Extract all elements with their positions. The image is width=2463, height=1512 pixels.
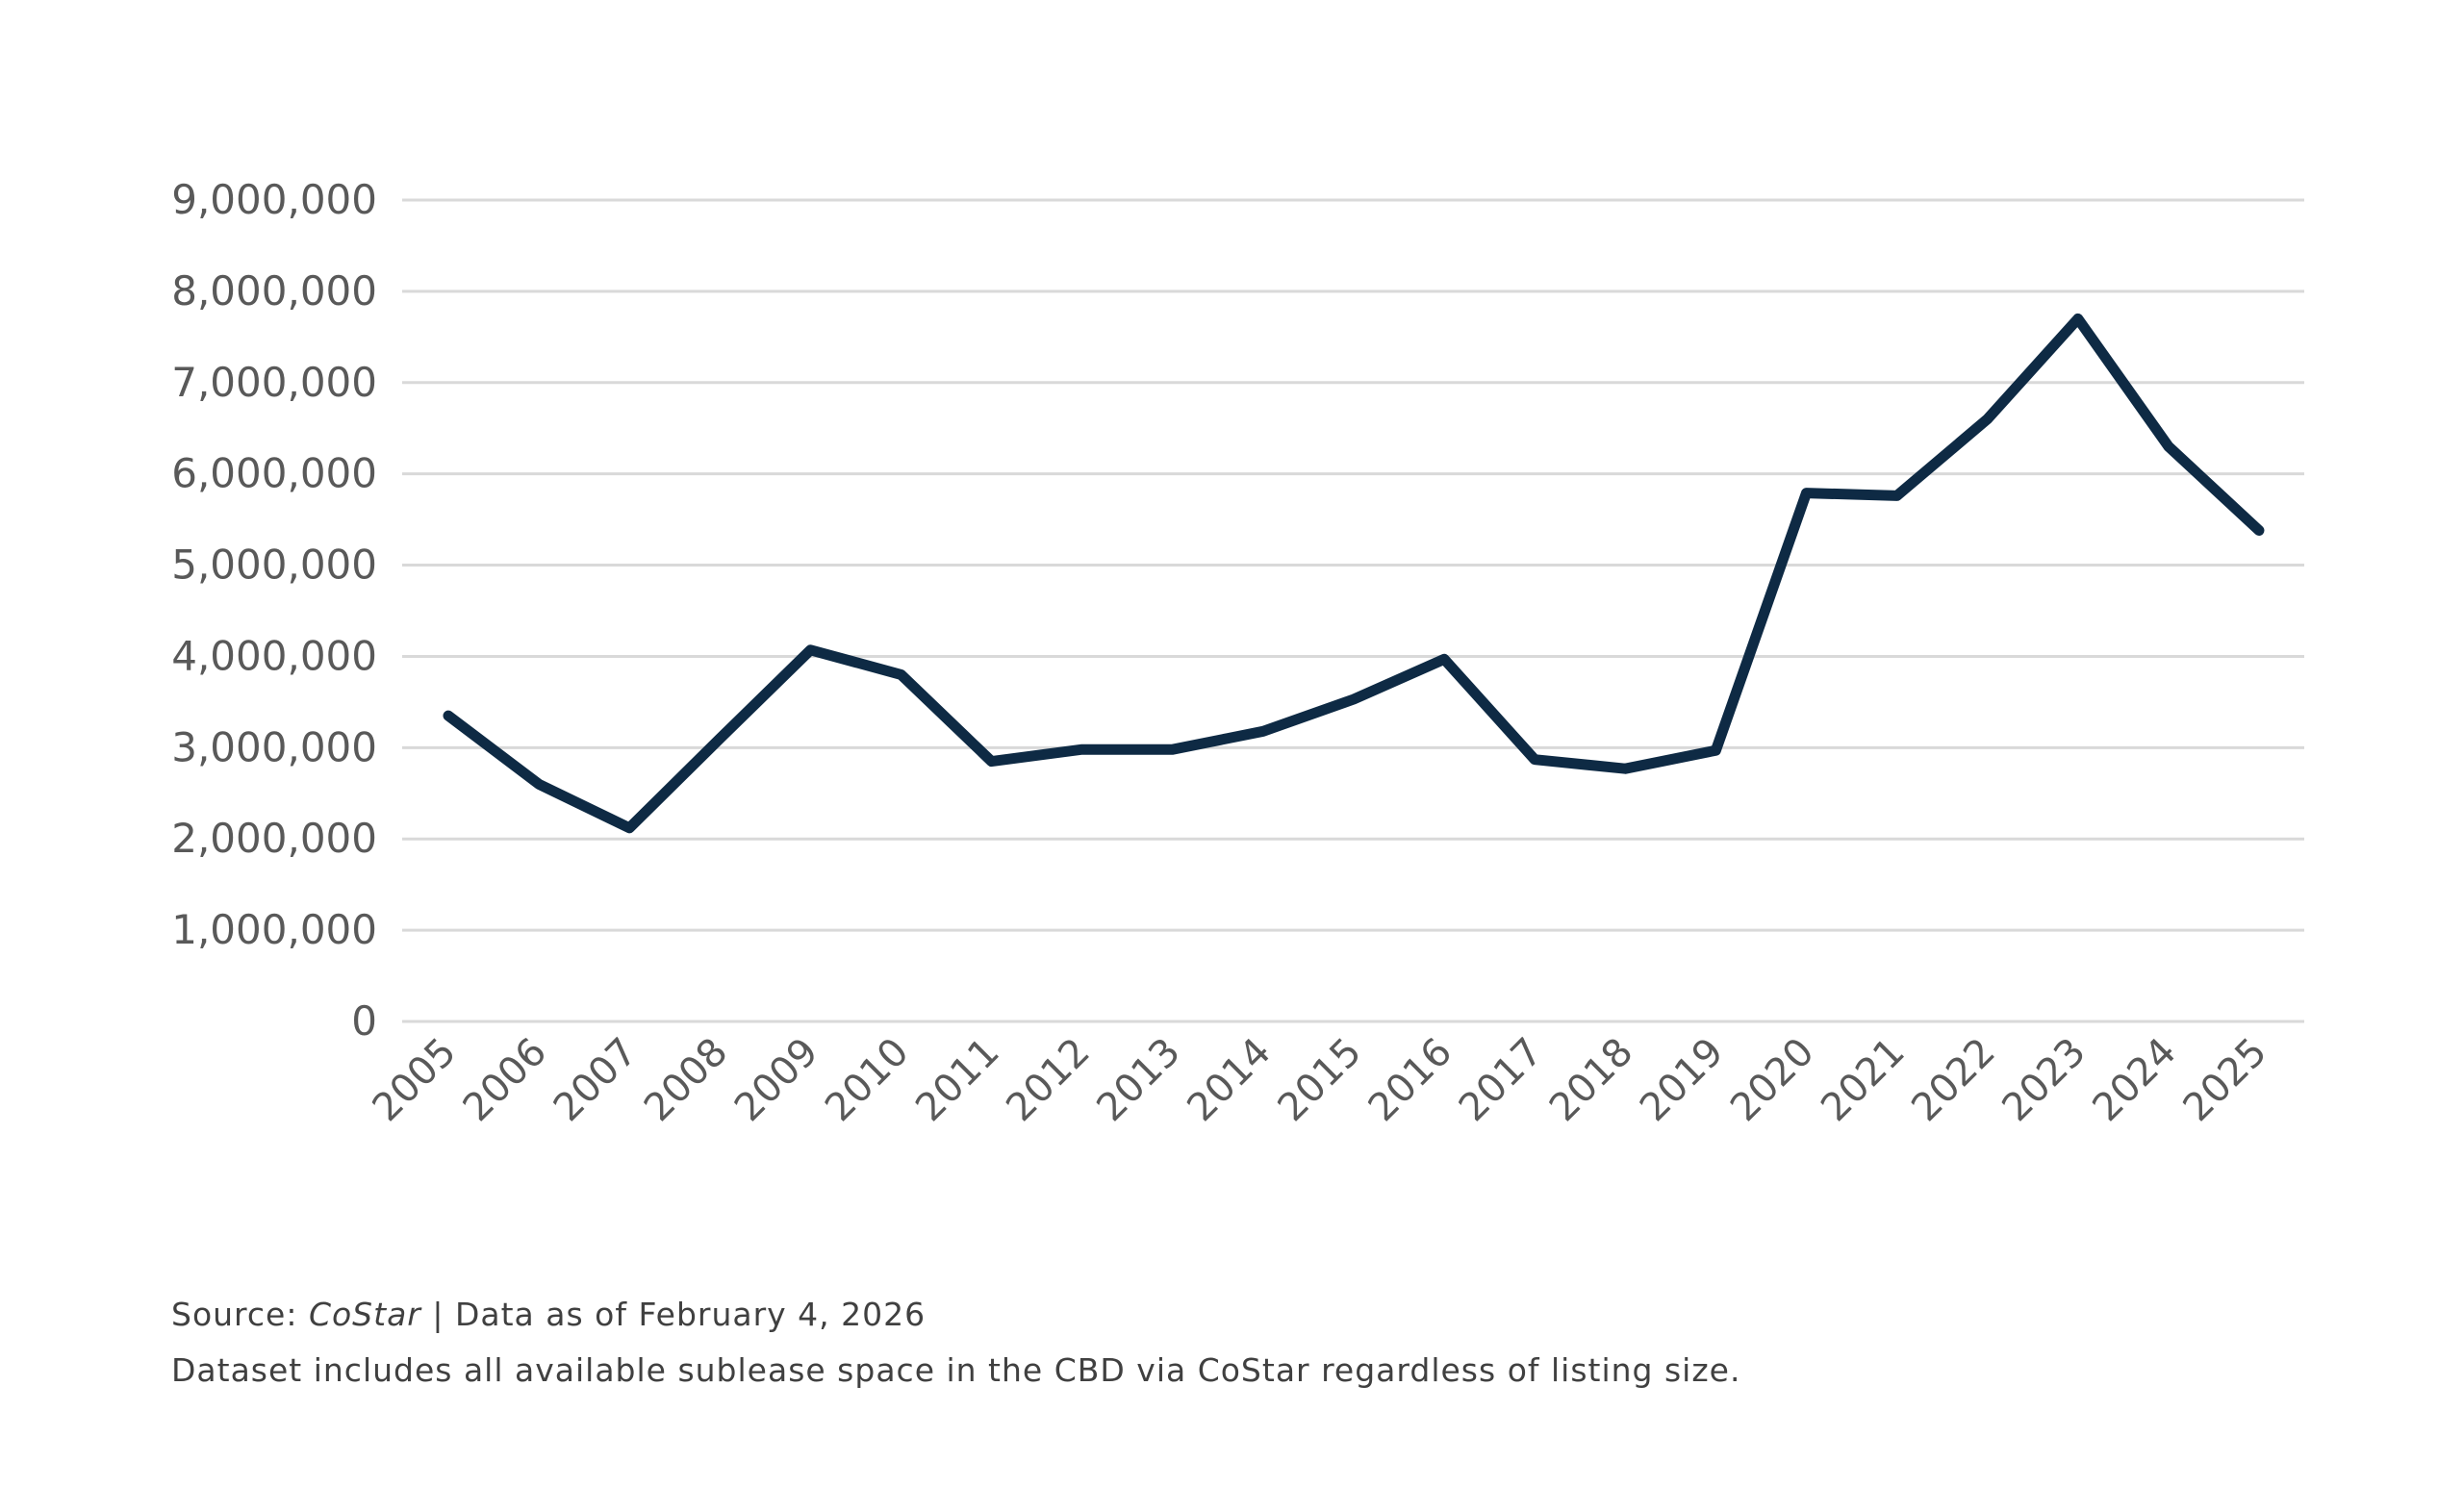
x-tick-label: 2005 — [365, 1030, 466, 1131]
y-tick-label: 7,000,000 — [171, 359, 377, 406]
x-tick-label: 2009 — [726, 1030, 827, 1131]
x-tick-label: 2014 — [1179, 1030, 1280, 1131]
data-point — [1351, 696, 1357, 702]
data-point — [2075, 315, 2081, 321]
data-point — [1894, 492, 1900, 498]
source-name: CoStar — [308, 1296, 421, 1333]
x-tick-label: 2015 — [1270, 1030, 1371, 1131]
y-tick-label: 1,000,000 — [171, 906, 377, 953]
series-layer — [443, 313, 2265, 834]
x-tick-label: 2025 — [2175, 1030, 2276, 1131]
data-point — [626, 825, 632, 831]
data-point — [1441, 656, 1447, 662]
data-point — [1170, 746, 1176, 752]
data-point — [1260, 728, 1266, 734]
x-tick-label: 2008 — [636, 1030, 737, 1131]
x-tick-label: 2013 — [1088, 1030, 1189, 1131]
x-tick-label: 2023 — [1993, 1030, 2095, 1131]
data-point — [1622, 766, 1628, 771]
data-point — [1985, 416, 1991, 422]
x-tick-label: 2020 — [1722, 1030, 1823, 1131]
data-point — [807, 647, 813, 653]
y-tick-label: 2,000,000 — [171, 815, 377, 862]
data-point — [536, 781, 542, 787]
x-tick-label: 2018 — [1541, 1030, 1642, 1131]
y-tick-label: 4,000,000 — [171, 632, 377, 679]
gridlines — [402, 198, 2304, 1023]
y-tick-label: 6,000,000 — [171, 450, 377, 497]
x-tick-label: 2006 — [455, 1030, 556, 1131]
x-tick-label: 2010 — [817, 1030, 918, 1131]
data-point — [1532, 757, 1537, 763]
y-tick-label: 0 — [351, 997, 377, 1045]
dataset-note: Dataset includes all available sublease … — [171, 1351, 1741, 1389]
x-tick-label: 2017 — [1451, 1030, 1552, 1131]
x-tick-label: 2024 — [2084, 1030, 2185, 1131]
data-point — [2256, 527, 2262, 533]
x-tick-label: 2021 — [1813, 1030, 1914, 1131]
x-tick-label: 2012 — [998, 1030, 1099, 1131]
x-tick-label: 2011 — [907, 1030, 1008, 1131]
x-tick-label: 2007 — [546, 1030, 647, 1131]
source-suffix: | Data as of February 4, 2026 — [420, 1296, 927, 1333]
data-point — [989, 759, 995, 765]
series-line — [443, 313, 2265, 834]
data-point — [445, 713, 451, 718]
data-point — [717, 736, 723, 742]
x-tick-label: 2022 — [1903, 1030, 2004, 1131]
y-tick-label: 9,000,000 — [171, 176, 377, 223]
data-point — [1804, 491, 1810, 496]
x-tick-label: 2019 — [1632, 1030, 1733, 1131]
source-note: Source: CoStar | Data as of February 4, … — [171, 1287, 2288, 1343]
data-point — [899, 671, 904, 677]
data-point — [2166, 443, 2171, 449]
y-tick-label: 8,000,000 — [171, 267, 377, 315]
chart-notes: Source: CoStar | Data as of February 4, … — [171, 1287, 2288, 1399]
data-point — [1713, 747, 1718, 753]
data-point — [1079, 746, 1085, 752]
x-tick-label: 2016 — [1360, 1030, 1461, 1131]
y-axis-tick-labels: 0 1,000,000 2,000,000 3,000,000 4,000,000 5,0… — [171, 176, 377, 1045]
source-prefix: Source: — [171, 1296, 309, 1333]
x-axis-tick-labels: 2005200620072008200920102011201220132014… — [365, 1030, 2276, 1131]
y-tick-label: 3,000,000 — [171, 723, 377, 770]
y-tick-label: 5,000,000 — [171, 542, 377, 589]
